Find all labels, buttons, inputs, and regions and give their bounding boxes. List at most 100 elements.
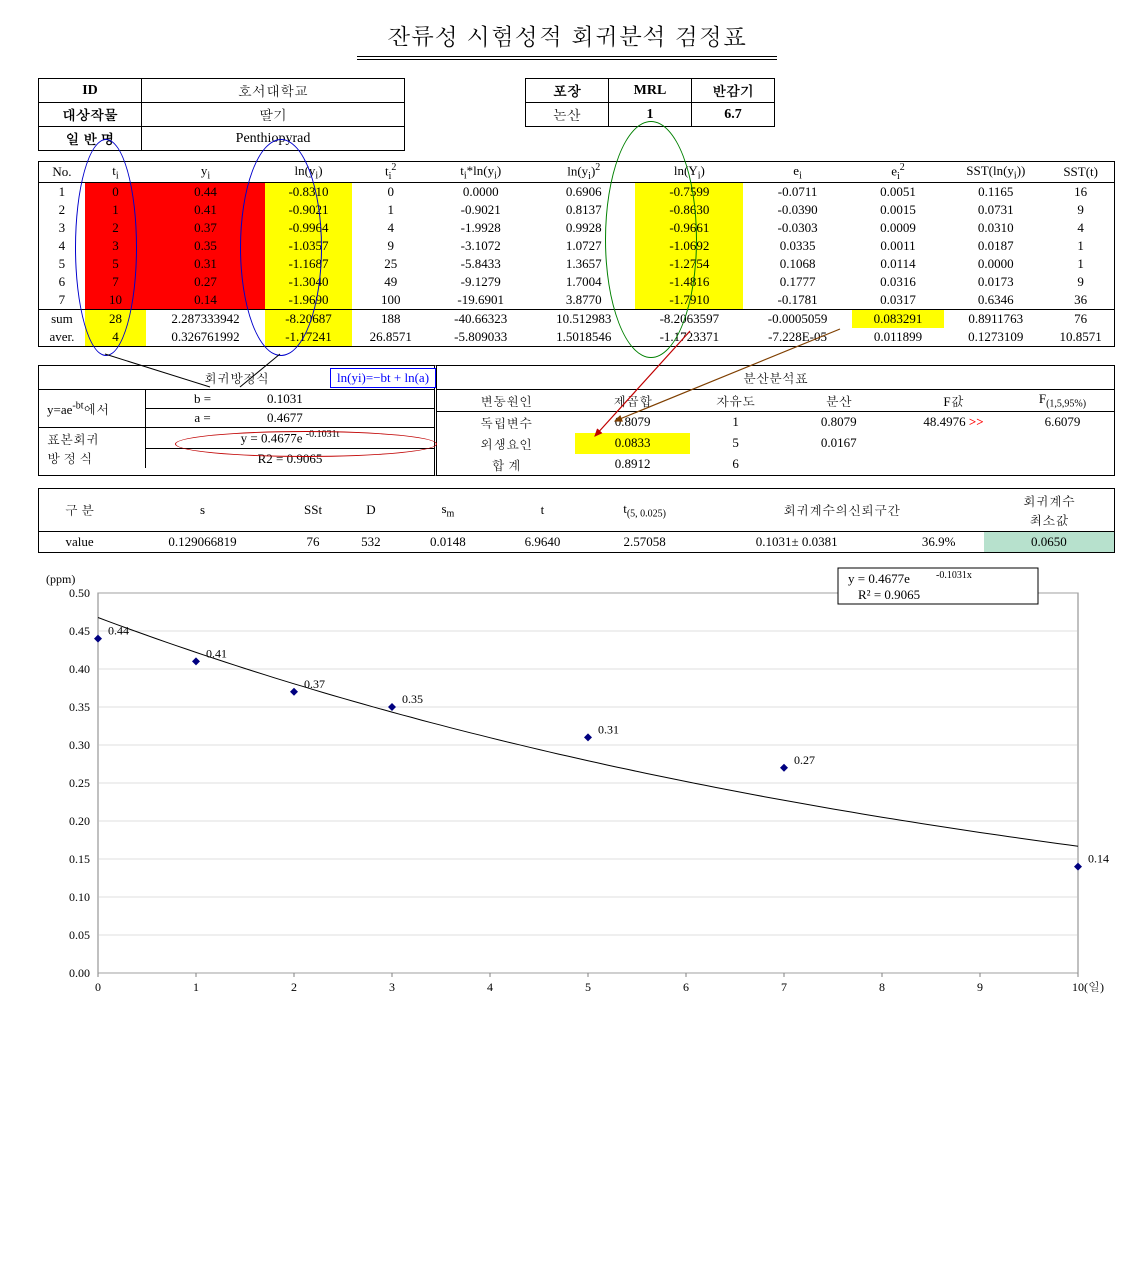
cell: 0.0173 <box>944 273 1047 291</box>
cell: -0.0303 <box>743 219 851 237</box>
svg-text:R² = 0.9065: R² = 0.9065 <box>858 587 920 602</box>
cell: 10.8571 <box>1047 328 1114 347</box>
svg-text:0.05: 0.05 <box>69 928 90 942</box>
crop-value: 딸기 <box>142 103 405 127</box>
anova-hdr: 제곱합 <box>575 390 690 412</box>
cell: 0.0187 <box>944 237 1047 255</box>
cell: 0.0015 <box>852 201 945 219</box>
blue-ellipse-ti <box>75 139 137 356</box>
anova-hdr: F값 <box>896 390 1011 412</box>
svg-text:0.37: 0.37 <box>304 677 325 691</box>
svg-text:0.30: 0.30 <box>69 738 90 752</box>
main-content-wrap: No.tiyiln(yi)ti2ti*ln(yi)ln(yi)2ln(Yi)ei… <box>10 161 1123 1007</box>
halflife-hdr: 반감기 <box>692 79 775 103</box>
name-label: 일 반 명 <box>39 127 142 151</box>
b-value: 0.1031 <box>259 390 434 409</box>
svg-text:5: 5 <box>585 980 591 994</box>
cell: -1.9928 <box>429 219 532 237</box>
cell: 1.5018546 <box>532 328 635 347</box>
cell: 0.1273109 <box>944 328 1047 347</box>
svg-text:0.35: 0.35 <box>402 692 423 706</box>
anova-box: 분산분석표 변동원인제곱합자유도분산F값F(1,5,95%) 독립변수0.807… <box>434 365 1115 476</box>
cell: 36 <box>1047 291 1114 310</box>
field-val: 논산 <box>526 103 609 127</box>
sample-eq-label: 표본회귀방 정 식 <box>39 427 146 468</box>
cell: 49 <box>352 273 429 291</box>
cell: 0.1777 <box>743 273 851 291</box>
cell: 0.1165 <box>944 182 1047 201</box>
dt-hdr-5: ti*ln(yi) <box>429 162 532 183</box>
cell: 76 <box>1047 309 1114 328</box>
cell: 9 <box>1047 273 1114 291</box>
stats-cell: 76 <box>285 531 341 552</box>
page-title: 잔류성 시험성적 회귀분석 검정표 <box>10 18 1123 52</box>
dt-hdr-4: ti2 <box>352 162 429 183</box>
id-label: ID <box>39 79 142 103</box>
cell: 0.1068 <box>743 255 851 273</box>
svg-text:0.31: 0.31 <box>598 722 619 736</box>
svg-text:0.10: 0.10 <box>69 890 90 904</box>
dt-hdr-11: SST(t) <box>1047 162 1114 183</box>
svg-text:1: 1 <box>193 980 199 994</box>
svg-text:0.40: 0.40 <box>69 662 90 676</box>
cell: 0.0011 <box>852 237 945 255</box>
cell: 0.326761992 <box>146 328 265 347</box>
cell: 26.8571 <box>352 328 429 347</box>
anova-table: 변동원인제곱합자유도분산F값F(1,5,95%) 독립변수0.807910.80… <box>437 390 1114 475</box>
anova-hdr: 분산 <box>781 390 896 412</box>
svg-text:0.45: 0.45 <box>69 624 90 638</box>
stats-cell: 6.9640 <box>495 531 590 552</box>
cell: 1 <box>352 201 429 219</box>
svg-text:(일): (일) <box>1084 980 1104 994</box>
info-left-table: ID호서대학교 대상작물딸기 일 반 명Penthiopyrad <box>38 78 405 151</box>
cell: -9.1279 <box>429 273 532 291</box>
cell: 0.0317 <box>852 291 945 310</box>
cell: 9 <box>352 237 429 255</box>
data-table-header: No.tiyiln(yi)ti2ti*ln(yi)ln(yi)2ln(Yi)ei… <box>39 162 1115 183</box>
stats-hdr: t <box>495 488 590 531</box>
stats-hdr: SSt <box>285 488 341 531</box>
cell: 0.0335 <box>743 237 851 255</box>
crop-label: 대상작물 <box>39 103 142 127</box>
table-row: 100.44-0.831000.00000.6906-0.7599-0.0711… <box>39 182 1115 201</box>
stats-cell: 36.9% <box>894 531 984 552</box>
table-row: 430.35-1.03579-3.10721.0727-1.06920.0335… <box>39 237 1115 255</box>
chart-area: 0.000.050.100.150.200.250.300.350.400.45… <box>38 563 1115 1007</box>
svg-text:0.14: 0.14 <box>1088 852 1109 866</box>
anova-hdr: F(1,5,95%) <box>1011 390 1114 412</box>
cell: -40.66323 <box>429 309 532 328</box>
a-label: a = <box>146 408 260 427</box>
cell: 4 <box>352 219 429 237</box>
cell: -0.1781 <box>743 291 851 310</box>
stats-hdr: 회귀계수의신뢰구간 <box>700 488 984 531</box>
stats-table: 구 분sSStDsmtt(5, 0.025)회귀계수의신뢰구간회귀계수최소값 v… <box>38 488 1115 553</box>
id-value: 호서대학교 <box>142 79 405 103</box>
halflife-val: 6.7 <box>692 103 775 127</box>
stats-cell: 0.129066819 <box>120 531 285 552</box>
table-row: 7100.14-1.9690100-19.69013.8770-1.7910-0… <box>39 291 1115 310</box>
mid-section: 회귀방정식 y=ae-bt에서 b = 0.1031 a = 0.4677 표본… <box>38 365 1115 476</box>
sum-row: sum282.287333942-8.20687188-40.6632310.5… <box>39 309 1115 328</box>
title-underline <box>357 56 777 60</box>
cell: 0.0000 <box>429 182 532 201</box>
cell: -7.228E-05 <box>743 328 851 347</box>
anova-row: 독립변수0.807910.807948.4976 >> 6.6079 <box>437 411 1114 433</box>
svg-text:0.35: 0.35 <box>69 700 90 714</box>
table-row: 550.31-1.168725-5.84331.3657-1.27540.106… <box>39 255 1115 273</box>
svg-text:0.27: 0.27 <box>794 753 815 767</box>
cell: -0.0711 <box>743 182 851 201</box>
cell: 0.0316 <box>852 273 945 291</box>
cell: 0.6346 <box>944 291 1047 310</box>
anova-hdr: 자유도 <box>690 390 781 412</box>
cell: -3.1072 <box>429 237 532 255</box>
stats-cell: 0.0148 <box>401 531 496 552</box>
stats-hdr: s <box>120 488 285 531</box>
table-row: 320.37-0.99644-1.99280.9928-0.9661-0.030… <box>39 219 1115 237</box>
svg-text:10: 10 <box>1072 980 1084 994</box>
dt-hdr-0: No. <box>39 162 85 183</box>
cell: 9 <box>1047 201 1114 219</box>
cell: -5.809033 <box>429 328 532 347</box>
cell: 1 <box>1047 237 1114 255</box>
green-ellipse-lnYi <box>605 121 697 358</box>
stats-hdr: D <box>341 488 400 531</box>
